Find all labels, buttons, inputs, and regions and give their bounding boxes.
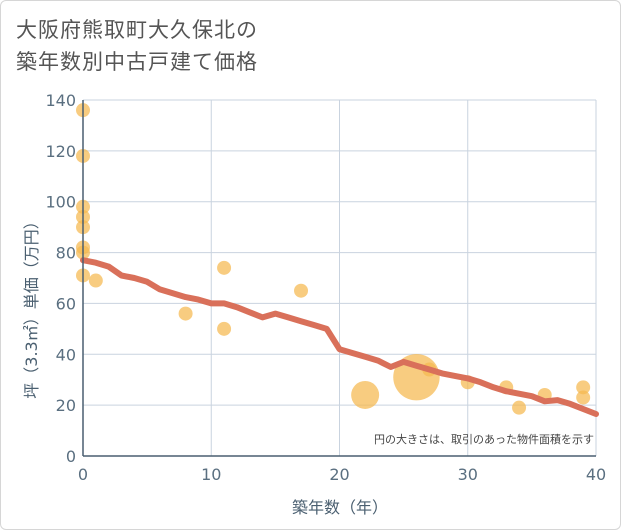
data-bubble: [294, 283, 309, 298]
chart-title: 大阪府熊取町大久保北の 築年数別中古戸建て価格: [16, 14, 258, 78]
data-bubble: [217, 260, 232, 275]
y-tick-label: 20: [56, 396, 76, 415]
chart-title-line-2: 築年数別中古戸建て価格: [16, 50, 258, 74]
y-tick-label: 60: [56, 294, 76, 313]
data-bubble: [576, 390, 591, 405]
bubble-series: [76, 103, 591, 415]
x-tick-label: 30: [458, 465, 478, 484]
data-bubble: [217, 321, 232, 336]
x-tick-label: 0: [78, 465, 88, 484]
data-bubble: [512, 400, 527, 415]
y-axis-tick-labels: 0 20 40 60 80 100 120 140: [45, 91, 76, 466]
y-tick-label: 100: [45, 193, 76, 212]
x-tick-label: 20: [329, 465, 349, 484]
x-axis-label: 築年数（年）: [292, 498, 388, 517]
y-tick-label: 140: [45, 91, 76, 110]
y-tick-label: 120: [45, 142, 76, 161]
data-bubble: [351, 380, 380, 409]
x-tick-label: 10: [201, 465, 221, 484]
trend-line: [80, 257, 599, 417]
chart-title-line-1: 大阪府熊取町大久保北の: [16, 18, 258, 42]
y-tick-label: 0: [66, 447, 76, 466]
data-bubble: [178, 306, 193, 321]
data-bubble: [88, 273, 103, 288]
axes: [82, 100, 596, 457]
bubble-size-note: 円の大きさは、取引のあった物件面積を示す: [374, 432, 594, 446]
y-tick-label: 80: [56, 244, 76, 263]
y-tick-label: 40: [56, 345, 76, 364]
x-tick-label: 40: [586, 465, 606, 484]
y-axis-label: 坪（3.3㎡）単価（万円）: [22, 213, 41, 398]
data-bubble: [576, 380, 591, 395]
x-axis-tick-labels: 0 10 20 30 40: [78, 465, 606, 484]
